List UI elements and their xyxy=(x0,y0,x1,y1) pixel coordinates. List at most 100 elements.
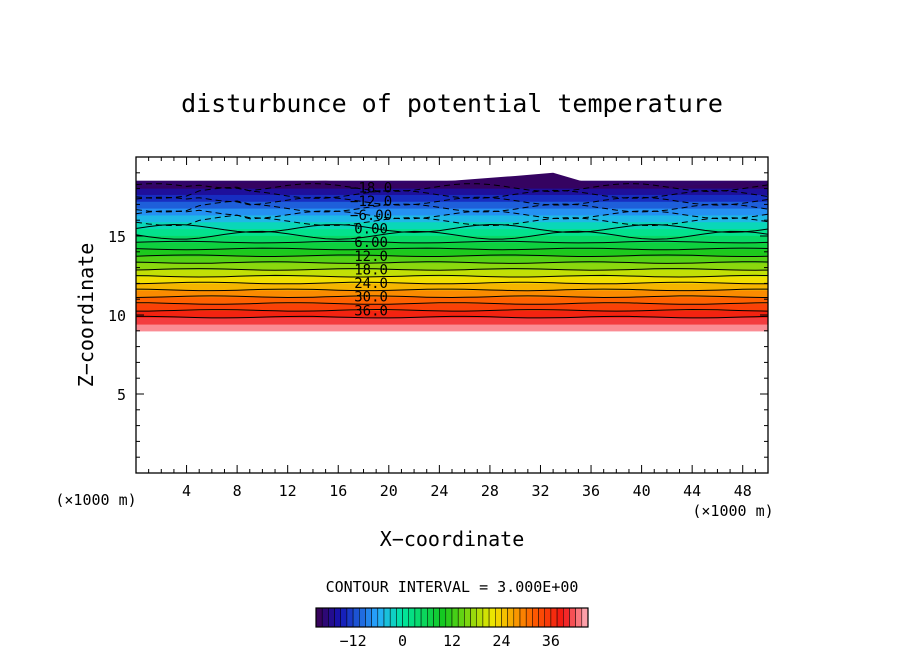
colorbar-cell xyxy=(346,607,354,628)
y-tick-label: 5 xyxy=(117,386,126,404)
contour-line xyxy=(136,274,768,278)
colorbar xyxy=(315,607,589,628)
x-tick-label: 4 xyxy=(182,482,191,500)
colorbar-cell xyxy=(377,607,385,628)
contour-line xyxy=(136,281,768,285)
x-axis-unit-right: (×1000 m) xyxy=(692,502,773,520)
x-tick-label: 12 xyxy=(279,482,297,500)
x-axis-unit-left: (×1000 m) xyxy=(55,491,136,509)
colorbar-cell xyxy=(439,607,447,628)
field-band xyxy=(136,214,768,223)
colorbar-cell xyxy=(365,607,372,628)
colorbar-cell xyxy=(488,607,496,628)
contour-label: −12.0 xyxy=(350,194,392,210)
field-top-edge xyxy=(136,172,768,189)
x-tick-label: 44 xyxy=(683,482,701,500)
colorbar-cell xyxy=(501,607,508,628)
x-tick-label: 24 xyxy=(430,482,448,500)
field-band xyxy=(136,207,768,216)
field-band xyxy=(136,248,768,257)
colorbar-ticks: −12 0 12 24 36 xyxy=(340,632,560,650)
x-axis-label: X−coordinate xyxy=(380,527,525,551)
field-band xyxy=(136,201,768,209)
contour-lines xyxy=(136,183,768,319)
colorbar-cell xyxy=(563,607,570,628)
contour-label: 12.0 xyxy=(354,249,388,265)
colorbar-cell xyxy=(451,607,459,628)
field-band xyxy=(136,262,768,270)
field-band xyxy=(136,296,768,305)
contour-label: 36.0 xyxy=(354,303,388,319)
colorbar-frame xyxy=(315,607,589,628)
colorbar-cell xyxy=(383,607,391,628)
field-band xyxy=(136,310,768,318)
contour-labels: −18.0−12.0−6.000.006.0012.018.024.030.03… xyxy=(350,181,392,320)
contour-label: −6.00 xyxy=(350,208,392,224)
field-band xyxy=(136,269,768,277)
colorbar-cell xyxy=(321,607,329,628)
field-band xyxy=(136,289,768,298)
contour-label: 0.00 xyxy=(354,221,388,237)
colorbar-tick-label: 0 xyxy=(398,632,407,650)
field-band xyxy=(136,194,768,202)
colorbar-cell xyxy=(315,607,323,628)
contour-line xyxy=(136,261,768,264)
colorbar-cell xyxy=(538,607,545,628)
contour-line xyxy=(136,183,768,193)
colorbar-cell xyxy=(328,607,335,628)
colorbar-cell xyxy=(414,607,422,628)
contour-line xyxy=(136,200,768,213)
field-band xyxy=(136,276,768,284)
colorbar-tick-label: 12 xyxy=(443,632,461,650)
contour-line xyxy=(136,209,768,220)
contour-interval-note: CONTOUR INTERVAL = 3.000E+00 xyxy=(326,578,579,596)
colorbar-cell xyxy=(445,607,453,628)
colorbar-cell xyxy=(575,607,583,628)
colorbar-cell xyxy=(371,607,379,628)
chart-title: disturbunce of potential temperature xyxy=(181,89,723,118)
x-tick-label: 36 xyxy=(582,482,600,500)
colorbar-cell xyxy=(519,607,527,628)
x-tick-label: 40 xyxy=(633,482,651,500)
x-tick-label: 8 xyxy=(233,482,242,500)
field-band xyxy=(136,187,768,195)
x-tick-label: 32 xyxy=(531,482,549,500)
field-band xyxy=(136,228,768,236)
colorbar-cell xyxy=(495,607,502,628)
colorbar-cell xyxy=(396,607,403,628)
colorbar-cell xyxy=(340,607,348,628)
colorbar-cell xyxy=(427,607,434,628)
colorbar-cell xyxy=(408,607,416,628)
colorbar-cell xyxy=(464,607,471,628)
field-band xyxy=(136,235,768,243)
x-tick-label: 16 xyxy=(329,482,347,500)
field-band xyxy=(136,255,768,264)
y-axis-label: Z−coordinate xyxy=(74,243,98,388)
contour-label: 24.0 xyxy=(354,276,388,292)
colorbar-tick-label: 36 xyxy=(542,632,560,650)
colorbar-cell xyxy=(482,607,490,628)
colorbar-cell xyxy=(334,607,341,628)
temperature-field xyxy=(136,172,768,332)
contour-label: −18.0 xyxy=(350,181,392,197)
x-axis-ticks: 4 8 12 16 20 24 28 32 36 40 44 48 xyxy=(148,157,756,500)
contour-line xyxy=(136,240,768,244)
contour-line xyxy=(136,308,768,312)
colorbar-cell xyxy=(513,607,521,628)
colorbar-cell xyxy=(544,607,552,628)
contour-line xyxy=(136,288,768,292)
field-band xyxy=(136,221,768,230)
y-tick-label: 15 xyxy=(108,228,126,246)
contour-line xyxy=(136,230,768,240)
colorbar-cell xyxy=(389,607,397,628)
colorbar-cell xyxy=(556,607,564,628)
contour-line xyxy=(136,186,768,199)
colorbar-cell xyxy=(470,607,477,628)
x-tick-label: 20 xyxy=(380,482,398,500)
colorbar-cell xyxy=(507,607,515,628)
colorbar-cell xyxy=(359,607,366,628)
colorbar-cell xyxy=(569,607,576,628)
colorbar-cell xyxy=(550,607,558,628)
colorbar-cell xyxy=(525,607,533,628)
colorbar-cell xyxy=(433,607,440,628)
